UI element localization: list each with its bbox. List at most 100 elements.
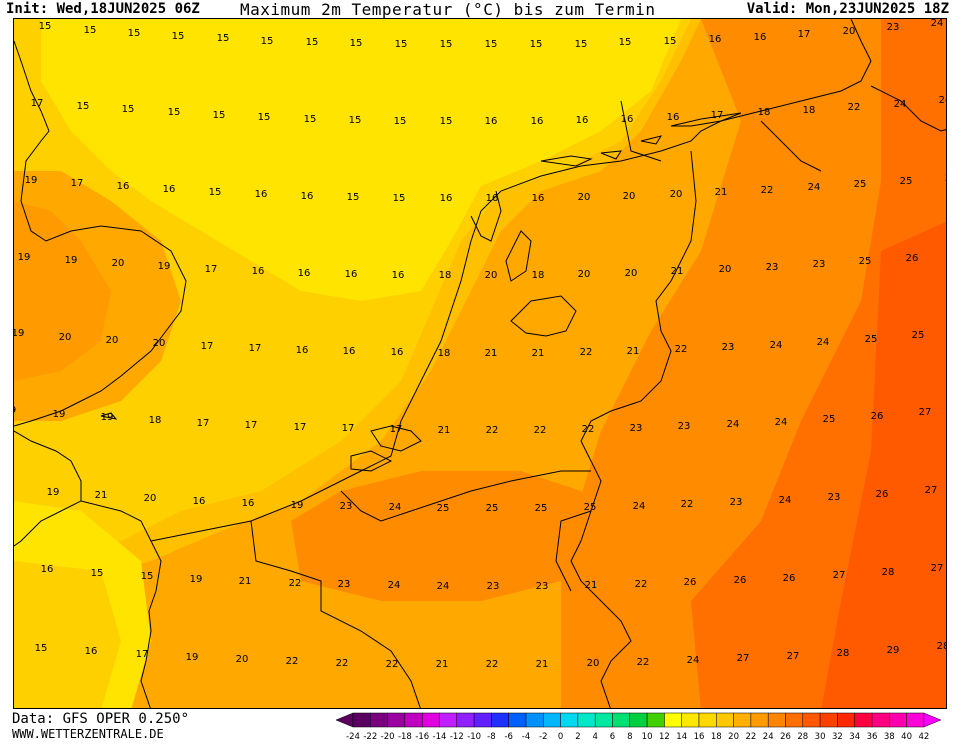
temp-label: 17 bbox=[136, 649, 149, 660]
temp-label: 23 bbox=[828, 492, 841, 503]
temp-label: 15 bbox=[619, 37, 632, 48]
temp-label: 17 bbox=[245, 420, 258, 431]
temperature-labels: 15 15 15 15 15 15 15 15 15 15 15 15 15 15 15 16 16 17 20 23… bbox=[14, 19, 946, 670]
temp-label: 24 bbox=[389, 502, 402, 513]
temp-label: 17 bbox=[390, 424, 403, 435]
temp-label: 15 bbox=[209, 187, 222, 198]
temp-label: 16 bbox=[440, 193, 453, 204]
temp-label: 22 bbox=[534, 425, 547, 436]
temp-label: 22 bbox=[582, 424, 595, 435]
temp-label: 18 bbox=[803, 105, 816, 116]
temp-label: 23 bbox=[630, 423, 643, 434]
temp-label: 16 bbox=[621, 114, 634, 125]
temp-label: 15 bbox=[306, 37, 319, 48]
temp-label: 16 bbox=[296, 345, 309, 356]
legend-tick-label: 28 bbox=[797, 732, 808, 741]
temp-label: 23 bbox=[766, 262, 779, 273]
temp-label: 20 bbox=[578, 269, 591, 280]
temp-label: 23 bbox=[340, 501, 353, 512]
temp-label: 19 bbox=[53, 409, 66, 420]
legend-tick-label: -6 bbox=[504, 732, 512, 741]
temp-label: 15 bbox=[350, 38, 363, 49]
temp-label: 15 bbox=[394, 116, 407, 127]
temp-label: 22 bbox=[486, 425, 499, 436]
temp-label: 16 bbox=[163, 184, 176, 195]
legend-tick-label: 30 bbox=[815, 732, 826, 741]
temp-label: 19 bbox=[65, 255, 78, 266]
temp-label: 25 bbox=[854, 179, 867, 190]
temp-label: 24 bbox=[687, 655, 700, 666]
legend-tick-label: 42 bbox=[918, 732, 929, 741]
temp-label: 15 bbox=[575, 39, 588, 50]
temp-label: 16 bbox=[117, 181, 130, 192]
temp-label: 26 bbox=[684, 577, 697, 588]
temp-label: 15 bbox=[35, 643, 48, 654]
legend-swatch bbox=[352, 712, 371, 728]
temp-label: 20 bbox=[670, 189, 683, 200]
temp-label: 20 bbox=[106, 335, 119, 346]
map-header: Init: Wed,18JUN2025 06Z Maximum 2m Tempe… bbox=[0, 0, 959, 19]
temp-label: 16 bbox=[486, 193, 499, 204]
legend-swatch bbox=[387, 712, 406, 728]
temp-label: 24 bbox=[770, 340, 783, 351]
website-url: WWW.WETTERZENTRALE.DE bbox=[12, 727, 164, 741]
temp-label: 21 bbox=[485, 348, 498, 359]
legend-tick-label: -20 bbox=[381, 732, 395, 741]
temp-label: 21 bbox=[671, 266, 684, 277]
temp-label: 28 bbox=[837, 648, 850, 659]
legend-swatch bbox=[889, 712, 907, 728]
temp-band-belgium bbox=[291, 471, 601, 601]
temp-label: 21 bbox=[532, 348, 545, 359]
temp-label: 20 bbox=[59, 332, 72, 343]
temp-label: 21 bbox=[436, 659, 449, 670]
legend-swatch bbox=[439, 712, 458, 728]
temp-label: 24 bbox=[779, 495, 792, 506]
temp-label: 19 bbox=[190, 574, 203, 585]
legend-tick-label: 2 bbox=[575, 732, 580, 741]
temp-label: 24 bbox=[931, 19, 944, 29]
temp-label: 25 bbox=[865, 334, 878, 345]
legend-swatch bbox=[508, 712, 527, 728]
temp-label: 17 bbox=[342, 423, 355, 434]
temp-label: 19 bbox=[186, 652, 199, 663]
temp-label: 16 bbox=[576, 115, 589, 126]
legend-tick-label: 8 bbox=[627, 732, 632, 741]
temp-label: 23 bbox=[487, 581, 500, 592]
temp-label: 18 bbox=[149, 415, 162, 426]
temp-label: 20 bbox=[623, 191, 636, 202]
temp-label: 24 bbox=[817, 337, 830, 348]
temp-label: 20 bbox=[112, 258, 125, 269]
legend-tick-label: 20 bbox=[728, 732, 739, 741]
legend-tick-label: 12 bbox=[659, 732, 670, 741]
temp-label: 19 bbox=[14, 328, 24, 339]
temp-label: 29 bbox=[887, 645, 900, 656]
temp-label: 16 bbox=[754, 32, 767, 43]
temp-label: 15 bbox=[168, 107, 181, 118]
temp-label: 24 bbox=[633, 501, 646, 512]
temp-label: 27 bbox=[931, 563, 944, 574]
temp-label: 22 bbox=[336, 658, 349, 669]
map-title: Maximum 2m Temperatur (°C) bis zum Termi… bbox=[240, 0, 656, 19]
legend-tick-label: -16 bbox=[415, 732, 429, 741]
temp-label: 16 bbox=[255, 189, 268, 200]
legend-swatch bbox=[906, 712, 925, 728]
temp-label: 15 bbox=[122, 104, 135, 115]
temp-label: 26 bbox=[734, 575, 747, 586]
temp-label: 15 bbox=[39, 21, 52, 32]
temp-label: 20 bbox=[843, 26, 856, 37]
legend-tick-label: 6 bbox=[610, 732, 615, 741]
temp-label: 24 bbox=[894, 99, 907, 110]
temp-label: 19 bbox=[101, 412, 114, 423]
temp-label: 25 bbox=[584, 502, 597, 513]
legend-swatch bbox=[733, 712, 752, 728]
legend-tick-label: -4 bbox=[522, 732, 530, 741]
temp-label: 20 bbox=[485, 270, 498, 281]
temp-label: 24 bbox=[775, 417, 788, 428]
legend-tick-label: -14 bbox=[433, 732, 447, 741]
temp-label: 17 bbox=[205, 264, 218, 275]
temp-label: 25 bbox=[912, 330, 925, 341]
legend-tick-label: -22 bbox=[363, 732, 377, 741]
legend-tick-label: -10 bbox=[467, 732, 481, 741]
temp-label: 25 bbox=[486, 503, 499, 514]
legend-swatch bbox=[646, 712, 665, 728]
